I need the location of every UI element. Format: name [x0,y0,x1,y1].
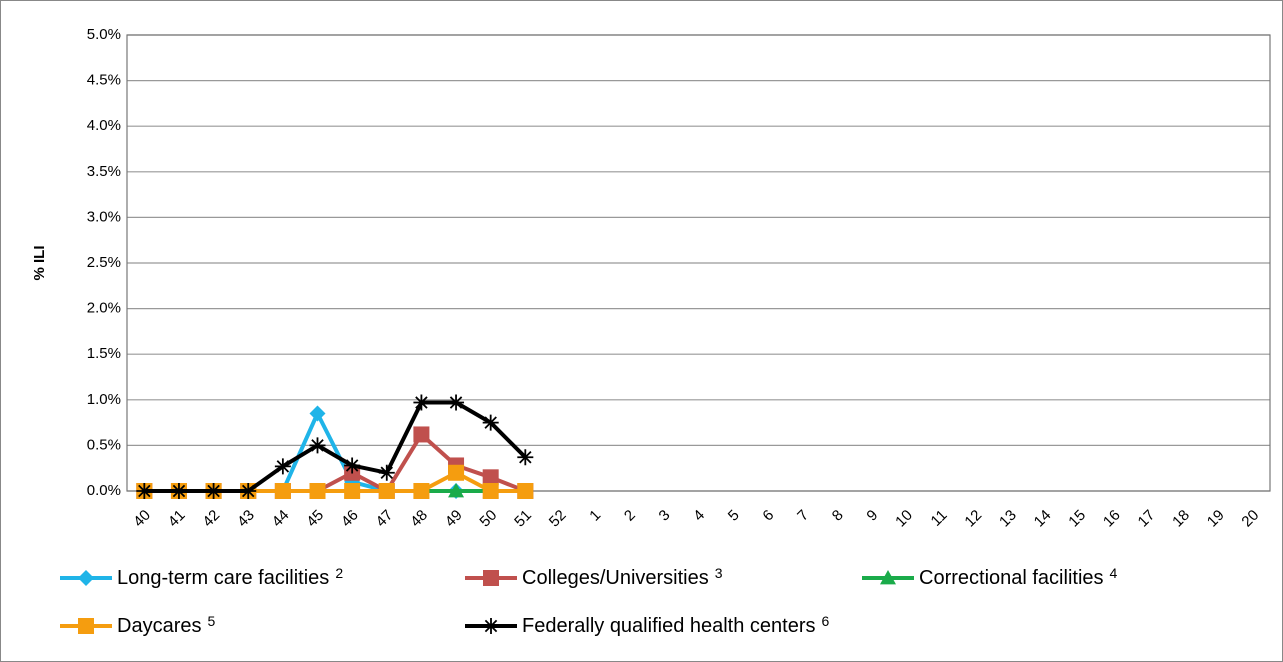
y-tick-label: 0.5% [87,436,121,453]
legend-name: Long-term care facilities [117,567,329,589]
marker [78,570,94,586]
marker [483,618,499,634]
marker [344,457,361,474]
legend-label: Federally qualified health centers 6 [522,613,830,638]
marker [880,570,896,585]
marker [378,464,395,481]
marker [78,618,94,634]
marker [240,483,257,499]
legend-footnote: 2 [335,565,343,581]
y-tick-label: 4.0% [87,117,121,134]
marker [274,483,291,499]
marker [517,449,534,466]
marker [448,394,465,411]
marker [517,483,534,499]
legend-label: Colleges/Universities 3 [522,565,723,590]
legend-footnote: 5 [207,613,215,629]
marker [170,483,187,499]
marker [309,405,326,422]
marker [274,458,291,475]
y-tick-label: 3.5% [87,163,121,180]
legend-footnote: 4 [1110,565,1118,581]
marker [483,570,499,586]
legend-name: Correctional facilities [919,567,1104,589]
y-tick-label: 3.0% [87,208,121,225]
y-tick-label: 0.0% [87,482,121,499]
marker [413,483,430,499]
marker [448,483,465,498]
marker [482,414,499,431]
y-tick-label: 5.0% [87,26,121,43]
legend-footnote: 3 [715,565,723,581]
plot-area [126,34,1271,492]
y-tick-label: 2.0% [87,300,121,317]
y-tick-label: 1.0% [87,391,121,408]
legend-name: Daycares [117,615,201,637]
marker [136,483,153,499]
legend-name: Federally qualified health centers [522,615,816,637]
legend-label: Daycares 5 [117,613,215,638]
marker [378,483,395,499]
marker [482,469,499,486]
y-tick-label: 1.5% [87,345,121,362]
legend-name: Colleges/Universities [522,567,709,589]
legend-label: Long-term care facilities 2 [117,565,343,590]
marker [448,464,465,481]
marker [482,483,499,499]
y-tick-label: 2.5% [87,254,121,271]
marker [205,483,222,499]
marker [344,483,361,499]
marker [413,426,430,443]
marker [413,394,430,411]
legend-footnote: 6 [822,613,830,629]
y-tick-label: 4.5% [87,72,121,89]
marker [309,483,326,499]
legend-label: Correctional facilities 4 [919,565,1118,590]
y-axis-label: % ILI [31,245,48,280]
marker [309,437,326,454]
